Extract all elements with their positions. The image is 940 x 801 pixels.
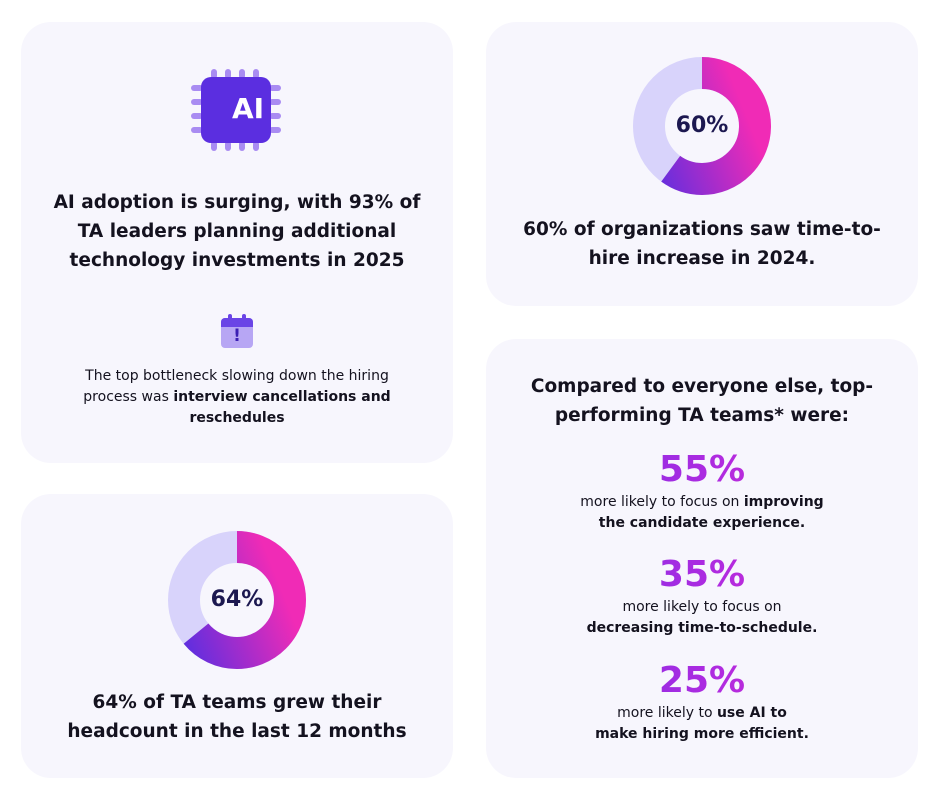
- stat-description: more likely to focus on improving the ca…: [580, 494, 824, 531]
- ai-adoption-card: AI AI adoption is surging, with 93% of T…: [21, 22, 453, 463]
- time-to-hire-donut-chart: [633, 57, 771, 195]
- stat-description: more likely to focus on decreasing time-…: [586, 599, 818, 636]
- time-to-hire-card: 60% 60% of organizations saw time-to- hi…: [486, 22, 918, 306]
- headcount-caption: 64% of TA teams grew their headcount in …: [67, 692, 407, 742]
- ai-chip-icon: [191, 69, 281, 151]
- stat-block: 35% more likely to focus on decreasing t…: [486, 555, 918, 639]
- bottleneck-text: The top bottleneck slowing down the hiri…: [83, 368, 391, 426]
- headcount-donut-label: 64%: [210, 587, 264, 612]
- ai-adoption-headline: AI adoption is surging, with 93% of TA l…: [53, 192, 421, 271]
- stat-description: more likely to use AI to make hiring mor…: [595, 705, 809, 742]
- top-performers-title: Compared to everyone else, top- performi…: [530, 376, 874, 426]
- stat-value: 55%: [486, 450, 918, 490]
- calendar-alert-mark: !: [233, 326, 241, 346]
- donut-value-arc: [633, 57, 771, 195]
- donut-value-arc: [168, 531, 306, 669]
- time-to-hire-caption: 60% of organizations saw time-to- hire i…: [523, 219, 881, 269]
- headcount-card: 64% 64% of TA teams grew their headcount…: [21, 494, 453, 778]
- headcount-donut-chart: [168, 531, 306, 669]
- ai-chip-label: AI: [231, 92, 265, 125]
- stat-block: 25% more likely to use AI to make hiring…: [486, 661, 918, 745]
- stat-value: 25%: [486, 661, 918, 701]
- top-performers-card: Compared to everyone else, top- performi…: [486, 339, 918, 778]
- calendar-alert-icon: [221, 314, 253, 348]
- stat-block: 55% more likely to focus on improving th…: [486, 450, 918, 534]
- stat-value: 35%: [486, 555, 918, 595]
- time-to-hire-donut-label: 60%: [675, 113, 729, 138]
